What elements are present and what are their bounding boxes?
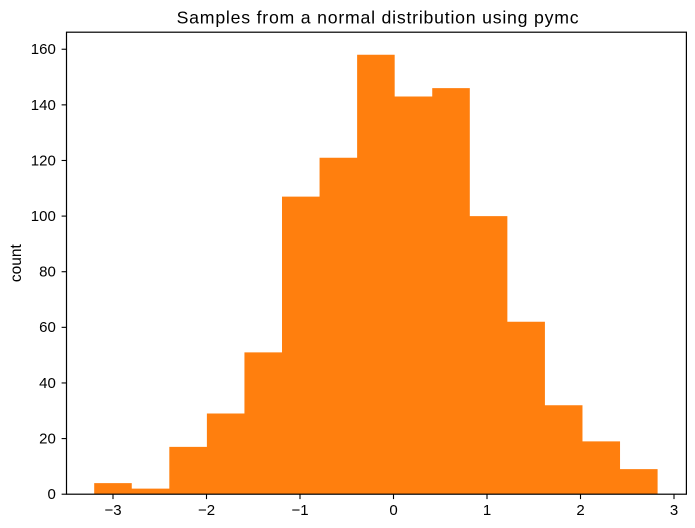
svg-text:Samples from a normal distribu: Samples from a normal distribution using…	[177, 7, 580, 27]
svg-text:40: 40	[39, 375, 56, 392]
svg-text:60: 60	[39, 319, 56, 336]
svg-text:3: 3	[670, 502, 678, 519]
svg-text:100: 100	[31, 208, 56, 225]
svg-text:count: count	[8, 244, 25, 283]
svg-text:2: 2	[576, 502, 584, 519]
svg-text:120: 120	[31, 152, 56, 169]
svg-text:160: 160	[31, 41, 56, 58]
svg-text:80: 80	[39, 264, 56, 281]
svg-text:0: 0	[389, 502, 397, 519]
svg-text:0: 0	[47, 486, 55, 503]
svg-text:20: 20	[39, 431, 56, 448]
svg-text:−2: −2	[198, 502, 215, 519]
svg-text:−1: −1	[291, 502, 308, 519]
svg-text:140: 140	[31, 97, 56, 114]
svg-text:−3: −3	[104, 502, 121, 519]
svg-text:1: 1	[483, 502, 491, 519]
